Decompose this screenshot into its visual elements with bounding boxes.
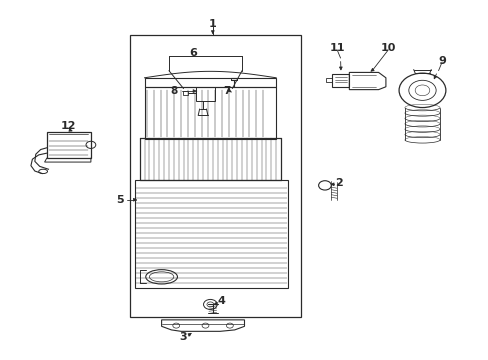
Text: 1: 1: [208, 19, 216, 29]
Text: 10: 10: [380, 43, 395, 53]
Text: 12: 12: [60, 121, 76, 131]
Text: 8: 8: [170, 86, 177, 96]
Text: 9: 9: [437, 56, 445, 66]
Text: 7: 7: [224, 86, 231, 96]
Text: 2: 2: [334, 177, 342, 188]
Bar: [130, 35, 300, 317]
Text: 3: 3: [180, 332, 187, 342]
Text: 11: 11: [329, 43, 344, 53]
Text: 6: 6: [189, 48, 197, 58]
Text: 4: 4: [217, 296, 224, 306]
Text: 5: 5: [116, 195, 124, 205]
